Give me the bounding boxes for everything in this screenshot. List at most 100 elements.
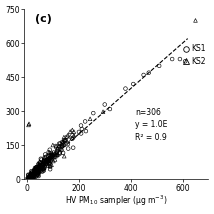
Point <box>62 139 66 142</box>
Point <box>51 155 54 158</box>
Point <box>40 169 43 172</box>
Point <box>27 177 30 180</box>
Point <box>29 173 33 176</box>
Point <box>45 159 48 162</box>
Point <box>34 167 37 171</box>
Point <box>43 163 46 167</box>
Point <box>33 170 37 174</box>
Point <box>27 178 30 181</box>
Point <box>158 64 161 68</box>
Point <box>33 171 36 175</box>
Point <box>28 173 31 177</box>
Point <box>26 178 30 181</box>
Point <box>34 169 37 173</box>
Point <box>48 164 52 168</box>
Point <box>52 159 55 163</box>
Point <box>52 151 55 154</box>
Point <box>35 171 38 175</box>
Point <box>36 171 39 174</box>
Point <box>31 170 34 174</box>
Point <box>32 169 36 173</box>
Point <box>49 154 53 157</box>
Point <box>43 156 46 159</box>
Point <box>35 174 39 178</box>
Point <box>46 159 50 162</box>
Point <box>47 158 51 161</box>
Point <box>37 164 41 168</box>
Point <box>45 155 48 158</box>
Point <box>26 178 30 181</box>
Point <box>46 160 50 163</box>
Point <box>26 176 30 180</box>
Point <box>39 164 43 167</box>
Point <box>37 166 40 169</box>
Point <box>48 148 52 152</box>
Point <box>62 155 66 158</box>
Point <box>43 167 46 170</box>
Point <box>38 165 42 168</box>
Point <box>27 178 30 181</box>
Point <box>36 167 39 171</box>
Point <box>29 171 32 175</box>
Point <box>30 176 33 179</box>
Point <box>42 167 45 170</box>
Point <box>37 165 40 169</box>
Point <box>46 158 50 161</box>
Point <box>28 176 32 179</box>
Point <box>37 167 41 171</box>
Point <box>34 171 37 175</box>
Point <box>124 87 127 90</box>
Text: (c): (c) <box>35 14 52 24</box>
Point <box>34 172 37 176</box>
Point <box>60 143 64 146</box>
Point <box>37 166 41 169</box>
Point <box>43 160 46 163</box>
Point <box>41 164 45 167</box>
Point <box>33 169 36 173</box>
Point <box>50 163 53 166</box>
Point <box>36 171 39 174</box>
Point <box>33 169 36 173</box>
Point <box>35 166 39 169</box>
Point <box>40 165 44 168</box>
Point <box>32 171 36 174</box>
Point <box>44 158 47 161</box>
Point <box>55 155 58 158</box>
Point <box>49 152 53 155</box>
Point <box>45 159 48 162</box>
Point <box>40 158 43 161</box>
Point <box>170 57 174 61</box>
Point <box>36 168 39 171</box>
Point <box>62 143 66 146</box>
Point <box>31 171 35 174</box>
Point <box>61 151 65 155</box>
Point <box>42 159 46 162</box>
Point <box>35 169 38 173</box>
Point <box>37 169 40 172</box>
Point <box>80 127 84 131</box>
Point <box>88 117 92 120</box>
Point <box>31 178 34 181</box>
Point <box>47 159 51 162</box>
Point <box>58 152 61 155</box>
Point <box>48 161 51 164</box>
Point <box>35 174 38 177</box>
Point <box>38 165 42 168</box>
Point <box>33 177 37 180</box>
Point <box>37 169 40 173</box>
Point <box>35 171 39 174</box>
Point <box>68 130 72 133</box>
Point <box>43 159 46 163</box>
Point <box>58 142 61 145</box>
Point <box>55 153 58 156</box>
Point <box>26 178 30 181</box>
Point <box>71 134 74 137</box>
Point <box>32 171 36 175</box>
Point <box>30 175 34 179</box>
Point <box>36 168 39 171</box>
X-axis label: HV PM$_{10}$ sampler (μg m$^{-3}$): HV PM$_{10}$ sampler (μg m$^{-3}$) <box>65 194 168 208</box>
Point <box>43 156 46 159</box>
Point <box>35 167 39 170</box>
Point <box>34 170 38 174</box>
Point <box>27 175 31 179</box>
